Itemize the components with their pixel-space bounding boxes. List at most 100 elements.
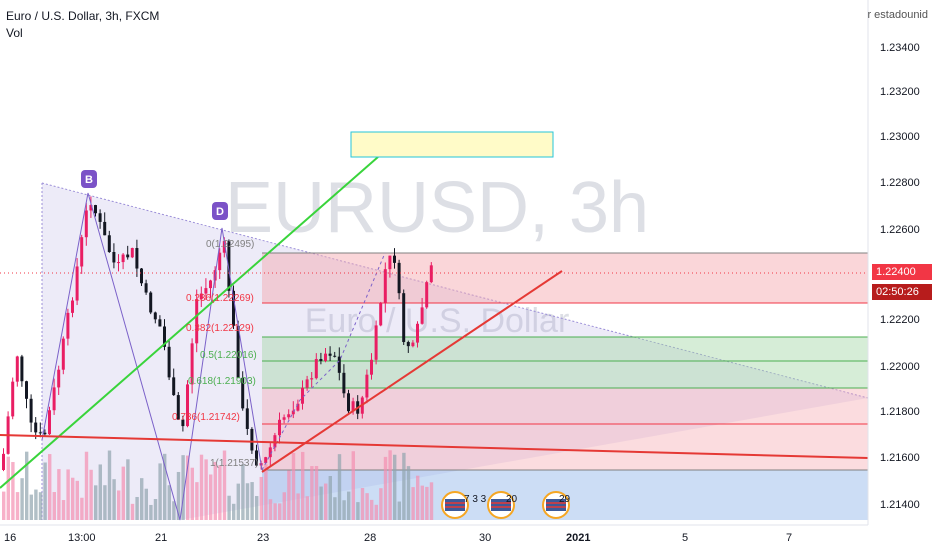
target-box[interactable] (350, 131, 554, 158)
volume-bar (425, 486, 429, 520)
candle-body (278, 419, 281, 436)
candle-body (98, 213, 102, 222)
volume-bar (402, 452, 406, 520)
candle-body (383, 269, 387, 303)
svg-text:2021: 2021 (566, 532, 590, 544)
svg-text:16: 16 (4, 532, 16, 544)
candle-body (264, 457, 268, 464)
volume-bar (314, 466, 319, 520)
candle-body (425, 282, 429, 308)
svg-text:1.22200: 1.22200 (880, 314, 920, 326)
svg-text:29: 29 (559, 494, 571, 505)
fib-label-0786: 0.786(1.21742) (172, 412, 240, 423)
candle-body (333, 355, 337, 357)
candle-body (112, 252, 116, 263)
candle-body (420, 307, 424, 324)
candle-body (250, 428, 254, 451)
volume-bar (158, 463, 162, 520)
svg-text:30: 30 (479, 532, 491, 544)
candle-body (84, 210, 88, 238)
red-zone-top (262, 253, 868, 303)
volume-bar (107, 450, 112, 520)
candle-body (48, 410, 51, 435)
fib-label-0236: 0.236(1.22269) (186, 293, 254, 304)
svg-text:1.22000: 1.22000 (880, 361, 920, 373)
indicator-vol-label[interactable]: Vol (6, 26, 23, 40)
candle-body (61, 338, 65, 370)
volume-bar (383, 456, 388, 520)
price-axis-ticks: 1.23400 1.23200 1.23000 1.22800 1.22600 … (880, 42, 920, 511)
event-flag-1[interactable]: 7 3 3 (441, 491, 487, 519)
volume-bar (186, 455, 190, 520)
volume-bar (296, 493, 300, 520)
candle-body (172, 377, 176, 396)
candle-body (305, 379, 309, 388)
event-flag-2[interactable]: 20 (487, 491, 518, 519)
volume-bar (268, 499, 273, 520)
volume-bar (117, 490, 121, 520)
svg-text:28: 28 (364, 532, 376, 544)
volume-bar (176, 471, 181, 520)
svg-text:D: D (216, 206, 224, 218)
fib-label-1: 1(1.21537) (210, 458, 258, 469)
volume-bar (149, 504, 153, 520)
volume-bar (38, 492, 43, 520)
volume-bar (416, 475, 420, 520)
volume-bar (84, 451, 89, 520)
candle-body (153, 312, 157, 320)
event-flag-3[interactable]: 29 (542, 491, 571, 519)
volume-bar (75, 480, 79, 520)
symbol-title[interactable]: Euro / U.S. Dollar, 3h, FXCM (6, 9, 160, 23)
volume-bar (57, 469, 61, 520)
candle-body (310, 378, 314, 380)
fib-lines (262, 252, 868, 471)
volume-bar (360, 488, 365, 520)
candle-body (241, 377, 245, 409)
candle-body (66, 312, 70, 339)
volume-bar (241, 464, 245, 520)
candle-body (20, 356, 24, 382)
volume-bar (20, 478, 24, 520)
volume-bar (199, 454, 204, 520)
green-trendline[interactable] (0, 156, 379, 489)
compare-symbol-label[interactable]: r estadounid (867, 9, 928, 21)
fib-labels: 0(1.22495) 0.236(1.22269) 0.382(1.22129)… (172, 239, 258, 469)
volume-bar (347, 491, 351, 520)
time-axis[interactable] (0, 525, 932, 550)
volume-bar (351, 451, 355, 520)
volume-bar (130, 503, 135, 520)
volume-bar (43, 462, 47, 520)
svg-text:23: 23 (257, 532, 269, 544)
svg-text:5: 5 (682, 532, 688, 544)
candle-body (429, 265, 433, 283)
candle-body (351, 401, 355, 412)
candle-body (163, 326, 166, 347)
candle-body (38, 432, 42, 434)
candle-body (218, 252, 222, 271)
candle-body (107, 235, 111, 253)
volume-bar (411, 487, 415, 520)
pattern-marker-d[interactable]: D (212, 202, 228, 220)
svg-text:13:00: 13:00 (68, 532, 96, 544)
volume-bar (94, 485, 98, 520)
volume-bar (71, 477, 75, 520)
volume-bar (328, 476, 332, 520)
bar-countdown-tag: 02:50:26 (872, 284, 932, 300)
volume-bar (144, 488, 148, 520)
pattern-marker-b[interactable]: B (81, 170, 97, 188)
candle-body (89, 205, 93, 211)
red-trendline-rising[interactable] (261, 270, 563, 473)
candle-body (273, 435, 277, 448)
volume-bar (29, 494, 33, 520)
red-trendline-flat[interactable] (0, 434, 869, 459)
svg-text:1.23000: 1.23000 (880, 131, 920, 143)
candle-body (393, 255, 396, 263)
candle-body (57, 369, 61, 388)
price-axis[interactable] (868, 0, 932, 525)
candle-body (140, 268, 143, 284)
volume-bar (324, 483, 328, 520)
volume-bar (80, 497, 84, 520)
candle-body (34, 422, 38, 433)
volume-bar (393, 454, 397, 520)
